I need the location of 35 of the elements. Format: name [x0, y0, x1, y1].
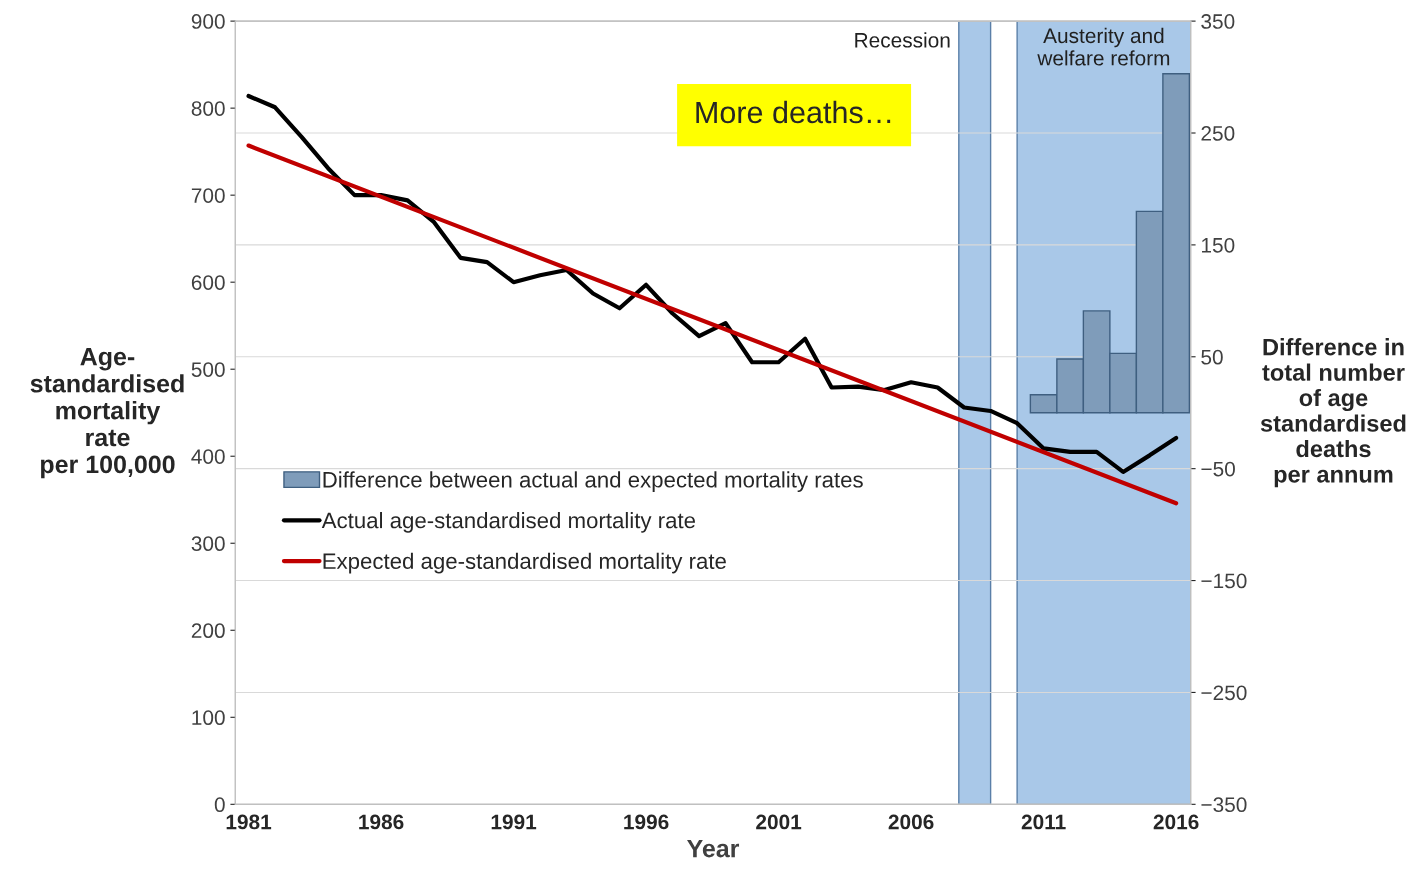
y-tick-label: 200	[191, 623, 225, 639]
y2-tick-label: −250	[1201, 685, 1247, 701]
y2-tick-label: −150	[1201, 573, 1247, 589]
y2-tick-label: −50	[1201, 461, 1235, 477]
x-tick-label: 1986	[359, 814, 404, 830]
y-axis-title: Age- standardised mortality rate per 100,000	[30, 348, 184, 479]
y2-tick-label: 350	[1201, 14, 1235, 29]
legend-label: Actual age-standardised mortality rate	[321, 512, 696, 533]
x-tick-label: 1996	[624, 814, 669, 830]
x-tick-label: 2011	[1021, 814, 1066, 830]
y2-tick-label: 150	[1202, 237, 1235, 253]
x-axis-title: Year	[687, 839, 740, 858]
annotation: More deaths…	[696, 100, 891, 124]
band-label: Recession	[855, 32, 950, 48]
legend-label: Difference between actual and expected mortality rates	[323, 471, 863, 493]
x-tick-label: 2001	[756, 814, 802, 830]
x-tick-label: 2006	[888, 814, 934, 830]
y-tick-label: 0	[214, 797, 225, 813]
legend-label: Expected age-standardised mortality rate	[323, 552, 726, 574]
y-tick-label: 400	[191, 449, 225, 464]
y-tick-label: 100	[192, 710, 225, 726]
y-tick-label: 700	[191, 188, 225, 203]
x-tick-label: 1981	[226, 814, 272, 830]
y2-axis-title: Difference in total number of age standardised deaths per annum	[1260, 338, 1406, 488]
y-tick-label: 300	[191, 536, 225, 552]
y2-tick-label: 250	[1201, 126, 1235, 141]
y-tick-label: 800	[191, 101, 225, 116]
y2-tick-label: 50	[1201, 349, 1223, 365]
x-tick-label: 1991	[491, 814, 537, 830]
x-tick-label: 2016	[1153, 814, 1199, 830]
y-tick-label: 900	[191, 14, 225, 29]
y2-tick-label: −350	[1201, 797, 1247, 813]
band-label: Austerity and welfare reform	[1037, 27, 1170, 66]
y-tick-label: 500	[191, 362, 225, 377]
y-tick-label: 600	[191, 275, 225, 290]
